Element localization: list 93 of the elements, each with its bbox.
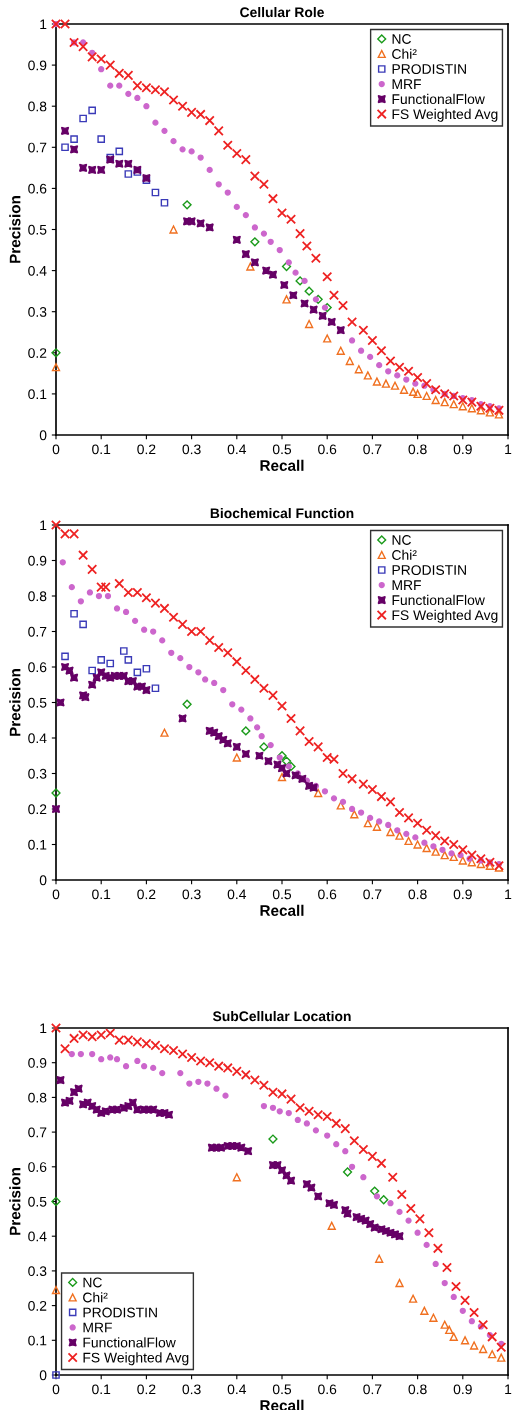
- x-tick-label: 0.2: [137, 444, 156, 455]
- y-tick-label: 0.5: [28, 697, 47, 708]
- y-tick-label: 0.3: [28, 768, 47, 779]
- x-tick-label: 0: [52, 1384, 60, 1395]
- y-tick-label: 0.1: [28, 389, 47, 400]
- x-tick-label: 0.3: [182, 889, 201, 900]
- y-tick-label: 0.8: [28, 591, 47, 602]
- y-tick-label: 1: [40, 19, 47, 30]
- x-tick-label: 0.8: [408, 889, 427, 900]
- x-tick-label: 0.6: [318, 889, 337, 900]
- x-tick-label: 1: [505, 889, 512, 900]
- y-tick-label: 1: [40, 1023, 47, 1034]
- x-tick-label: 0.8: [408, 444, 427, 455]
- y-tick-label: 0.2: [28, 804, 47, 815]
- y-tick-label: 0.2: [28, 348, 47, 358]
- x-tick-label: 0.7: [363, 444, 382, 455]
- x-tick-label: 0: [52, 889, 60, 900]
- legend-label: Chi²: [392, 48, 417, 59]
- x-tick-label: 0.5: [272, 444, 292, 455]
- x-tick-label: 0.7: [363, 1384, 382, 1395]
- x-tick-label: 1: [505, 444, 512, 455]
- y-tick-label: 0.9: [28, 555, 47, 566]
- y-tick-label: 0: [39, 430, 47, 441]
- x-tick-label: 0.4: [227, 444, 247, 455]
- legend-label: FS Weighted Avg: [392, 108, 498, 122]
- y-tick-label: 0: [39, 1370, 47, 1381]
- x-tick-label: 0.8: [408, 1384, 427, 1395]
- y-tick-label: 0.6: [28, 1162, 47, 1172]
- x-axis-title: Recall: [260, 904, 304, 916]
- x-tick-label: 0.5: [272, 889, 292, 900]
- y-tick-label: 0.1: [28, 1335, 47, 1346]
- y-tick-label: 0.4: [28, 1231, 47, 1242]
- y-tick-label: 0.6: [28, 662, 47, 673]
- y-tick-label: 0.5: [28, 1196, 47, 1207]
- x-tick-label: 0.1: [92, 1384, 111, 1395]
- x-tick-label: 0.4: [227, 1384, 247, 1395]
- legend-label: Chi²: [392, 549, 417, 560]
- legend-label: FS Weighted Avg: [83, 1352, 189, 1366]
- legend-label: Chi²: [83, 1292, 108, 1303]
- y-tick-label: 0.5: [28, 224, 47, 235]
- legend-label: MRF: [392, 79, 421, 89]
- x-axis-title: Recall: [260, 459, 304, 471]
- y-axis-title: Precision: [9, 196, 21, 263]
- x-tick-label: 0.5: [272, 1384, 292, 1395]
- x-tick-label: 0.6: [318, 444, 337, 455]
- legend-label: MRF: [392, 580, 421, 590]
- y-tick-label: 0.8: [28, 1092, 47, 1103]
- legend-label: NC: [392, 34, 411, 44]
- x-tick-label: 1: [505, 1384, 512, 1395]
- legend-label: NC: [392, 535, 411, 545]
- x-tick-label: 0.3: [182, 444, 201, 455]
- x-tick-label: 0.2: [137, 1384, 156, 1395]
- legend-label: FunctionalFlow: [392, 594, 485, 606]
- x-tick-label: 0.9: [453, 1384, 472, 1395]
- y-tick-label: 0.9: [28, 1058, 47, 1068]
- y-tick-label: 0.7: [28, 1127, 47, 1138]
- legend-label: MRF: [83, 1322, 112, 1333]
- x-tick-label: 0.3: [182, 1384, 201, 1395]
- x-tick-label: 0.1: [92, 444, 111, 455]
- y-tick-label: 0.9: [28, 60, 47, 71]
- x-tick-label: 0.6: [318, 1384, 337, 1395]
- y-tick-label: 0.3: [28, 1266, 47, 1277]
- x-tick-label: 0.1: [92, 889, 111, 900]
- legend-label: PRODISTIN: [392, 64, 466, 74]
- y-tick-label: 0.8: [28, 101, 47, 112]
- x-tick-label: 0.7: [363, 889, 382, 900]
- x-tick-label: 0.9: [453, 889, 472, 900]
- legend-label: FunctionalFlow: [392, 93, 485, 105]
- y-tick-label: 0.7: [28, 142, 47, 153]
- y-tick-label: 0.4: [28, 265, 47, 276]
- y-tick-label: 0.3: [28, 307, 47, 317]
- chart-title: SubCellular Location: [212, 1010, 351, 1022]
- y-tick-label: 1: [40, 520, 47, 531]
- x-tick-label: 0.2: [137, 889, 156, 900]
- y-axis-title: Precision: [9, 669, 21, 736]
- chart-title: Biochemical Function: [210, 507, 354, 519]
- y-axis-title: Precision: [9, 1168, 21, 1235]
- y-tick-label: 0.7: [28, 626, 47, 637]
- y-tick-label: 0.2: [28, 1300, 47, 1311]
- legend-label: PRODISTIN: [83, 1307, 157, 1318]
- y-tick-label: 0.6: [28, 183, 47, 194]
- y-tick-label: 0.1: [28, 839, 47, 850]
- x-axis-title: Recall: [260, 1399, 304, 1410]
- y-tick-label: 0.4: [28, 733, 47, 744]
- x-tick-label: 0: [52, 444, 60, 455]
- legend-label: FunctionalFlow: [83, 1337, 176, 1348]
- x-tick-label: 0.4: [227, 889, 247, 900]
- legend-label: PRODISTIN: [392, 565, 466, 575]
- x-tick-label: 0.9: [453, 444, 472, 455]
- y-tick-label: 0: [39, 875, 47, 886]
- legend-label: FS Weighted Avg: [392, 609, 498, 623]
- legend-label: NC: [83, 1277, 102, 1288]
- chart-title: Cellular Role: [240, 6, 324, 18]
